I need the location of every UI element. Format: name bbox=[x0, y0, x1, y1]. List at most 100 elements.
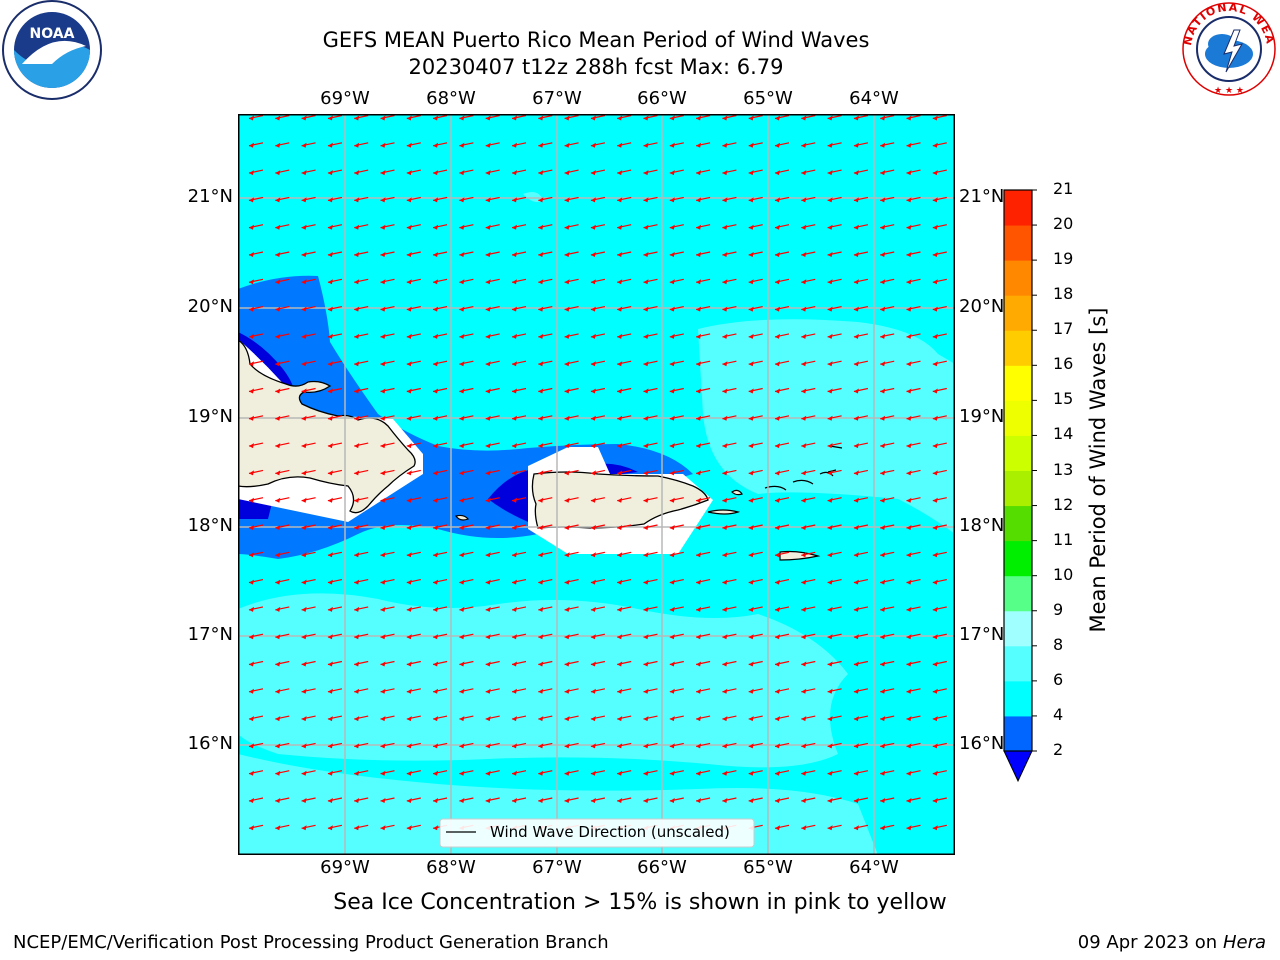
wind-wave-arrow bbox=[380, 660, 395, 667]
wind-wave-arrow bbox=[643, 251, 658, 257]
wind-wave-arrow bbox=[380, 688, 395, 694]
colorbar-tick-label: 19 bbox=[1053, 249, 1074, 269]
wind-wave-arrow bbox=[748, 251, 763, 257]
wind-wave-arrow bbox=[380, 142, 395, 148]
wind-wave-arrow bbox=[301, 278, 316, 285]
wind-wave-arrow bbox=[880, 551, 895, 558]
wind-wave-arrow bbox=[327, 633, 343, 640]
wind-wave-arrow bbox=[485, 114, 500, 121]
wind-wave-arrow bbox=[380, 824, 395, 831]
wind-wave-arrow bbox=[590, 688, 606, 694]
wind-wave-arrow bbox=[748, 797, 763, 803]
wind-wave-arrow bbox=[748, 278, 763, 285]
wind-wave-arrow bbox=[511, 606, 527, 612]
wind-wave-arrow bbox=[827, 306, 842, 312]
wind-wave-arrow bbox=[538, 497, 553, 503]
wind-wave-arrow bbox=[748, 633, 763, 640]
wind-wave-arrow bbox=[459, 660, 474, 667]
colorbar-tick-label: 17 bbox=[1053, 319, 1074, 339]
wind-wave-arrow bbox=[380, 360, 395, 367]
wind-wave-arrow bbox=[301, 142, 316, 148]
wind-wave-arrow bbox=[459, 333, 474, 339]
wind-wave-arrow bbox=[327, 224, 343, 230]
lat-label-right: 17°N bbox=[959, 624, 1005, 645]
wind-wave-arrow bbox=[617, 715, 632, 722]
wind-wave-arrow bbox=[511, 415, 527, 421]
wind-wave-arrow bbox=[748, 360, 763, 367]
wind-wave-arrow bbox=[932, 442, 947, 449]
colorbar-segment bbox=[1004, 330, 1032, 366]
wind-wave-arrow bbox=[432, 360, 448, 367]
wind-wave-arrow bbox=[880, 251, 895, 257]
wind-wave-arrow bbox=[301, 797, 316, 803]
noaa-logo-icon: NOAA bbox=[2, 0, 102, 100]
wind-wave-arrow bbox=[695, 497, 711, 503]
wind-wave-arrow bbox=[327, 770, 343, 776]
wind-wave-arrow bbox=[827, 251, 842, 257]
wind-wave-arrow bbox=[406, 196, 421, 203]
wind-wave-arrow bbox=[906, 360, 921, 367]
wind-wave-arrow bbox=[801, 387, 816, 394]
wind-wave-arrow bbox=[538, 660, 553, 667]
wind-wave-arrow bbox=[695, 196, 711, 203]
wind-wave-arrow bbox=[432, 142, 448, 148]
wind-wave-arrow bbox=[695, 114, 711, 121]
wind-wave-arrow bbox=[695, 469, 711, 476]
wind-wave-arrow bbox=[538, 169, 553, 176]
land-culebra bbox=[731, 489, 743, 496]
wind-wave-arrow bbox=[906, 497, 921, 503]
wind-wave-arrow bbox=[617, 742, 632, 749]
wind-wave-arrow bbox=[617, 551, 632, 558]
wind-wave-arrow bbox=[695, 442, 711, 449]
wind-wave-arrow bbox=[511, 251, 527, 257]
wind-wave-arrow bbox=[906, 770, 921, 776]
colorbar-tick-label: 20 bbox=[1053, 214, 1074, 234]
wind-wave-arrow bbox=[301, 469, 316, 476]
wind-wave-arrow bbox=[801, 306, 816, 312]
wind-wave-arrow bbox=[827, 387, 842, 394]
wind-wave-arrow bbox=[406, 387, 421, 394]
wind-wave-arrow bbox=[695, 251, 711, 257]
wind-wave-arrow bbox=[932, 770, 947, 776]
colorbar-segment bbox=[1004, 225, 1032, 261]
wind-wave-arrow bbox=[906, 579, 921, 585]
wind-wave-arrow bbox=[669, 442, 684, 449]
wind-wave-arrow bbox=[380, 251, 395, 257]
wind-wave-arrow bbox=[827, 497, 842, 503]
wind-wave-arrow bbox=[459, 142, 474, 148]
wind-wave-arrow bbox=[248, 715, 264, 722]
wind-wave-arrow bbox=[248, 224, 264, 230]
wind-wave-arrow bbox=[643, 770, 658, 776]
wind-wave-arrow bbox=[327, 497, 343, 503]
wind-wave-arrow bbox=[327, 579, 343, 585]
wind-wave-arrow bbox=[669, 224, 684, 230]
wind-wave-arrow bbox=[406, 333, 421, 339]
wind-wave-arrow bbox=[617, 579, 632, 585]
wind-wave-arrow bbox=[932, 251, 947, 257]
wind-wave-arrow bbox=[275, 688, 290, 694]
wind-wave-arrow bbox=[932, 660, 947, 667]
wind-wave-arrow bbox=[538, 742, 553, 749]
wind-wave-arrow bbox=[459, 360, 474, 367]
wind-wave-arrow bbox=[432, 114, 448, 121]
wind-wave-arrow bbox=[248, 606, 264, 612]
wind-wave-arrow bbox=[327, 715, 343, 722]
wind-wave-arrow bbox=[327, 169, 343, 176]
wind-wave-arrow bbox=[380, 524, 395, 530]
wind-wave-arrow bbox=[564, 606, 579, 612]
wind-wave-arrow bbox=[485, 387, 500, 394]
wind-wave-arrow bbox=[275, 360, 290, 367]
wind-wave-arrow bbox=[564, 114, 579, 121]
wind-wave-arrow bbox=[275, 660, 290, 667]
wind-wave-arrow bbox=[880, 306, 895, 312]
lon-label-top: 67°W bbox=[532, 88, 582, 109]
land-vieques bbox=[707, 509, 741, 515]
colorbar-tick-label: 21 bbox=[1053, 179, 1074, 198]
wind-wave-arrow bbox=[695, 169, 711, 176]
wind-wave-arrow bbox=[432, 715, 448, 722]
wind-wave-arrow bbox=[538, 442, 553, 449]
wind-wave-arrow bbox=[722, 196, 737, 203]
noaa-logo: NOAA bbox=[0, 0, 104, 104]
wind-wave-arrow bbox=[722, 633, 737, 640]
wind-wave-arrow bbox=[617, 251, 632, 257]
